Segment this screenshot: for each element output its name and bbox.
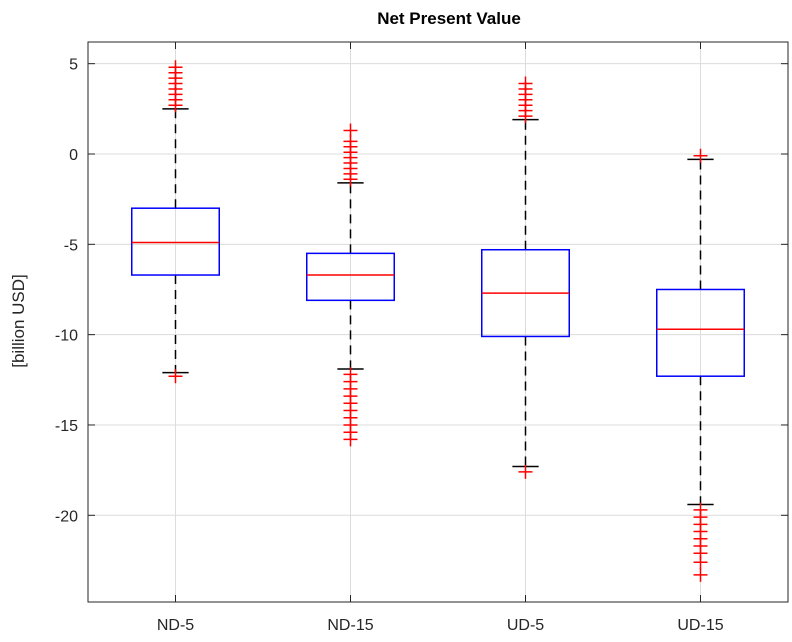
x-tick-label: UD-5 bbox=[507, 617, 544, 634]
outlier-point bbox=[168, 60, 183, 75]
box-group bbox=[131, 60, 220, 384]
outlier-point bbox=[518, 76, 533, 91]
box bbox=[131, 207, 220, 276]
outlier-point bbox=[343, 123, 358, 138]
y-tick-label: -20 bbox=[55, 508, 78, 525]
box-plot-marks bbox=[131, 60, 745, 582]
y-tick-label: -5 bbox=[64, 237, 78, 254]
outlier-point bbox=[343, 432, 358, 447]
y-axis-label: [billion USD] bbox=[9, 274, 28, 368]
y-tick-label: -15 bbox=[55, 418, 78, 435]
outlier-point bbox=[168, 369, 183, 384]
box-group bbox=[656, 148, 745, 582]
outlier-point bbox=[693, 567, 708, 582]
box bbox=[306, 252, 395, 302]
box bbox=[656, 288, 745, 377]
x-tick-label: ND-15 bbox=[327, 617, 373, 634]
box-group bbox=[481, 76, 570, 479]
y-tick-label: 5 bbox=[69, 57, 78, 74]
outlier-point bbox=[693, 148, 708, 163]
box-group bbox=[306, 123, 395, 447]
chart-title: Net Present Value bbox=[377, 9, 521, 28]
outlier-point bbox=[693, 555, 708, 570]
plot-area-border bbox=[87, 41, 789, 603]
x-tick-label: UD-15 bbox=[677, 617, 723, 634]
outlier-point bbox=[518, 464, 533, 479]
axis-ticks: 5 0 -5 -10 -15 -20 ND-5 ND-15 UD-5 UD-15 bbox=[55, 42, 788, 634]
x-tick-label: ND-5 bbox=[157, 617, 194, 634]
grid-lines bbox=[88, 42, 788, 602]
y-tick-label: -10 bbox=[55, 328, 78, 345]
y-tick-label: 0 bbox=[69, 147, 78, 164]
